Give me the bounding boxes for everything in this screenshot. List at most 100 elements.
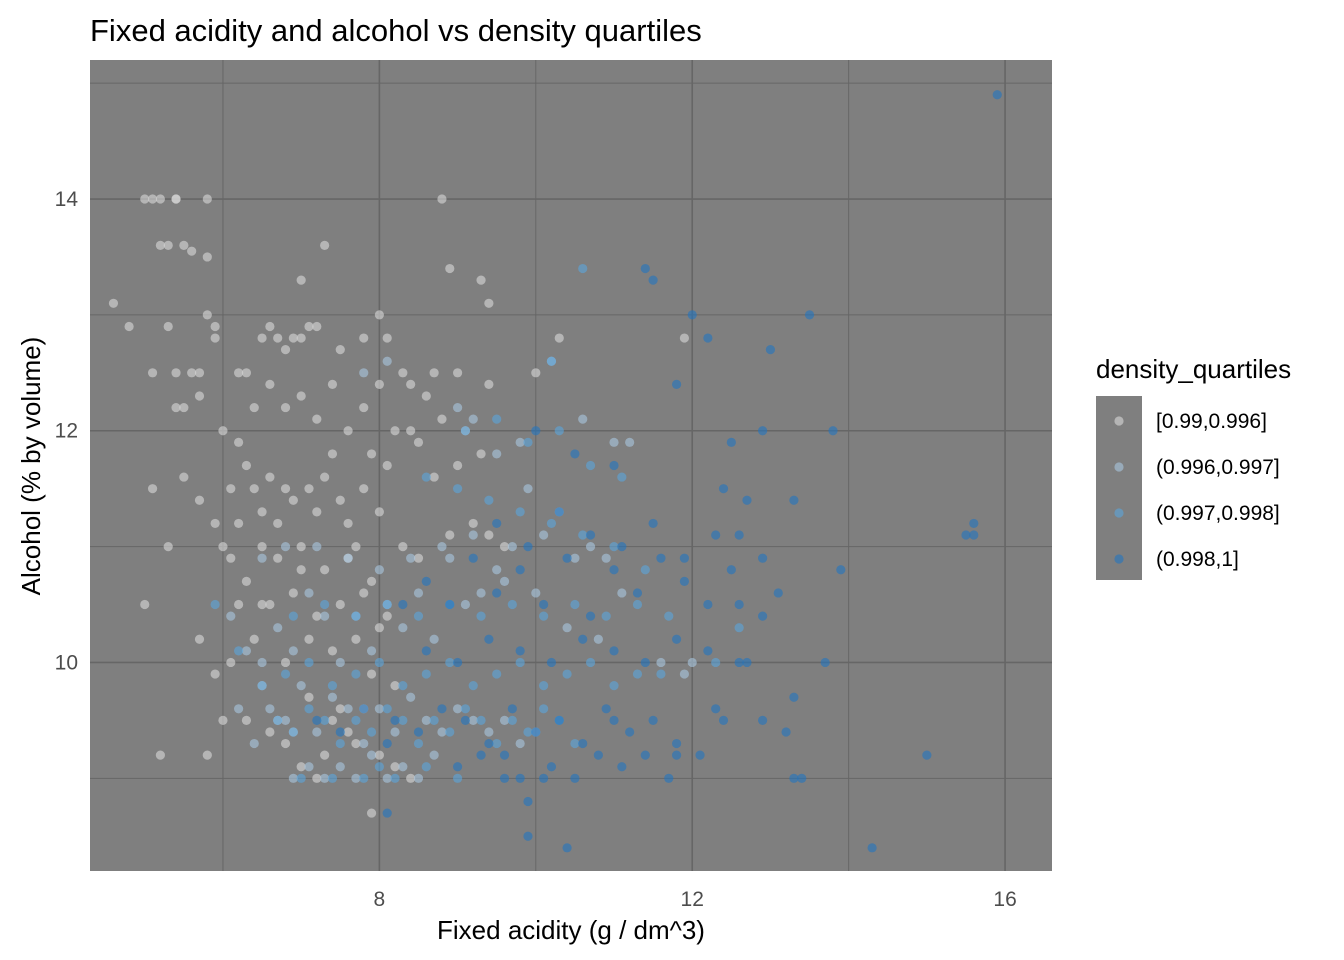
data-point bbox=[140, 194, 150, 204]
data-point bbox=[265, 379, 275, 389]
data-point bbox=[648, 275, 658, 285]
data-point bbox=[671, 738, 682, 749]
data-point bbox=[335, 657, 345, 668]
data-point bbox=[570, 773, 580, 783]
data-point bbox=[398, 599, 408, 610]
data-point bbox=[452, 704, 463, 714]
data-point bbox=[617, 542, 627, 552]
data-point bbox=[187, 368, 197, 378]
data-point bbox=[257, 599, 267, 610]
data-point bbox=[664, 773, 674, 783]
data-point bbox=[429, 715, 439, 725]
data-point bbox=[476, 588, 486, 598]
data-point bbox=[359, 368, 369, 378]
data-point bbox=[546, 518, 557, 529]
data-point bbox=[390, 762, 400, 772]
data-point bbox=[194, 368, 205, 378]
data-point bbox=[241, 576, 252, 586]
data-point bbox=[969, 518, 979, 529]
data-point bbox=[359, 738, 369, 749]
data-point bbox=[210, 333, 220, 343]
data-point bbox=[445, 599, 455, 610]
data-point bbox=[781, 727, 791, 737]
data-point bbox=[398, 542, 408, 552]
data-point bbox=[421, 715, 431, 725]
data-point bbox=[617, 588, 627, 598]
data-point bbox=[554, 715, 564, 725]
data-point bbox=[922, 750, 932, 760]
data-point bbox=[351, 542, 361, 552]
data-point bbox=[484, 634, 494, 644]
data-point bbox=[679, 576, 690, 586]
data-point bbox=[671, 634, 682, 644]
data-point bbox=[343, 553, 353, 563]
data-point bbox=[257, 681, 267, 691]
data-point bbox=[734, 530, 744, 540]
legend-key bbox=[1114, 416, 1124, 426]
data-point bbox=[625, 727, 635, 737]
data-point bbox=[531, 727, 541, 737]
data-point bbox=[609, 646, 619, 656]
data-point bbox=[703, 646, 713, 656]
data-point bbox=[476, 449, 486, 459]
data-point bbox=[304, 321, 314, 332]
data-point bbox=[312, 321, 322, 332]
data-point bbox=[210, 669, 220, 679]
data-point bbox=[609, 460, 619, 471]
data-point bbox=[804, 310, 815, 320]
data-point bbox=[155, 240, 165, 250]
data-point bbox=[632, 669, 643, 679]
data-point bbox=[499, 715, 510, 725]
data-point bbox=[257, 542, 267, 552]
data-point bbox=[515, 657, 525, 668]
data-point bbox=[695, 750, 705, 760]
data-point bbox=[640, 750, 650, 760]
data-point bbox=[609, 681, 619, 691]
data-point bbox=[194, 495, 205, 505]
data-point bbox=[351, 611, 361, 621]
data-point bbox=[992, 90, 1002, 100]
data-point bbox=[492, 565, 502, 575]
data-point bbox=[429, 368, 439, 378]
data-point bbox=[280, 715, 291, 725]
y-tick-label: 12 bbox=[55, 420, 78, 443]
data-point bbox=[327, 449, 338, 459]
data-point bbox=[155, 750, 165, 760]
data-point bbox=[492, 588, 502, 598]
data-point bbox=[351, 669, 361, 679]
data-point bbox=[468, 518, 478, 529]
data-point bbox=[640, 263, 650, 274]
data-point bbox=[742, 657, 752, 668]
data-point bbox=[366, 750, 377, 760]
data-point bbox=[382, 738, 392, 749]
data-point bbox=[445, 727, 455, 737]
data-point bbox=[296, 773, 306, 783]
data-point bbox=[280, 402, 291, 413]
data-point bbox=[452, 773, 463, 783]
data-point bbox=[335, 704, 345, 714]
data-point bbox=[531, 368, 541, 378]
legend-key bbox=[1114, 554, 1124, 564]
data-point bbox=[765, 345, 776, 355]
data-point bbox=[296, 333, 306, 343]
data-point bbox=[124, 321, 134, 332]
data-point bbox=[515, 507, 525, 517]
data-point bbox=[257, 507, 267, 517]
data-point bbox=[562, 553, 572, 563]
data-point bbox=[452, 762, 463, 772]
data-point bbox=[711, 657, 721, 668]
data-point bbox=[374, 310, 384, 320]
legend-title: density_quartiles bbox=[1096, 354, 1291, 384]
data-point bbox=[437, 704, 447, 714]
x-axis-title: Fixed acidity (g / dm^3) bbox=[437, 915, 705, 945]
data-point bbox=[265, 472, 275, 482]
data-point bbox=[679, 669, 690, 679]
data-point bbox=[413, 773, 424, 783]
data-point bbox=[609, 565, 619, 575]
data-point bbox=[390, 773, 400, 783]
data-point bbox=[335, 727, 345, 737]
data-point bbox=[108, 298, 119, 308]
y-tick-label: 14 bbox=[55, 188, 79, 211]
data-point bbox=[484, 530, 494, 540]
data-point bbox=[320, 715, 330, 725]
